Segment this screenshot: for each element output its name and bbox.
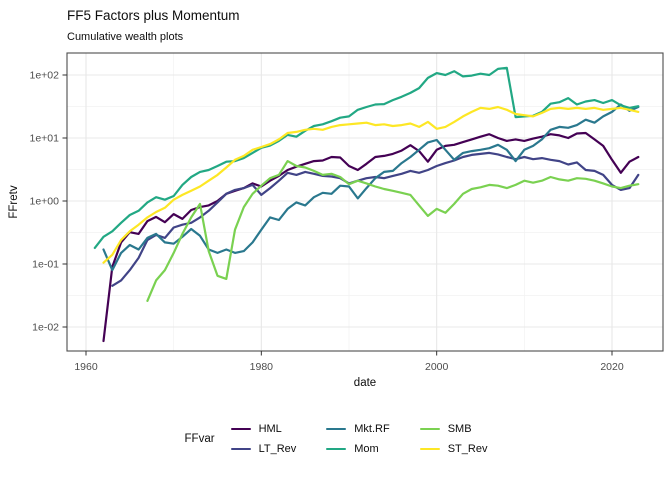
series-group [93,66,640,343]
legend-item-HML: HML [230,423,297,435]
legend-label: ST_Rev [447,443,488,455]
y-tick-label: 1e-02 [32,322,59,334]
legend-item-LT_Rev: LT_Rev [230,443,297,455]
legend-label: HML [258,423,282,435]
y-tick-label: 1e-01 [32,259,59,271]
y-tick-label: 1e+01 [30,133,60,145]
y-axis-title: FFretv [8,185,20,219]
legend-item-ST_Rev: ST_Rev [419,443,488,455]
panel-border [66,52,664,352]
legend-key-line-Mkt.RF [326,427,347,431]
legend-items: HML LT_Rev Mkt.RF Mom SMB ST_Rev [230,423,488,455]
legend-label: LT_Rev [258,443,297,455]
series-line-Mom [93,66,640,249]
legend-title: FFvar [184,433,215,445]
chart-subtitle: Cumulative wealth plots [67,31,184,43]
series-line-Mkt.RF [102,103,640,272]
x-axis-title: date [353,377,377,389]
legend-key-line-LT_Rev [230,447,251,451]
y-tick-label: 1e+02 [30,70,60,82]
legend-item-SMB: SMB [419,423,488,435]
plot-area: 1960 1980 2000 2020 1e-02 1e-01 1e+00 1e+01 1e+0… [30,52,664,373]
legend-label: SMB [447,423,472,435]
x-tick-label: 1980 [250,361,274,373]
legend-item-Mkt.RF: Mkt.RF [326,423,390,435]
y-tick-label: 1e+00 [30,196,60,208]
legend: FFvar HML LT_Rev Mkt.RF Mom SMB ST_Rev [0,423,672,455]
x-tick-label: 1960 [74,361,98,373]
legend-key-line-ST_Rev [419,447,440,451]
legend-item-Mom: Mom [326,443,389,455]
x-tick-label: 2000 [425,361,449,373]
legend-label: Mom [354,443,379,455]
series-line-SMB [146,160,640,302]
x-tick-label: 2020 [600,361,624,373]
legend-label: Mkt.RF [354,423,390,435]
series-line-HML [102,131,640,343]
legend-key-line-Mom [326,447,347,451]
chart-title: FF5 Factors plus Momentum [67,8,240,23]
legend-key-line-SMB [419,427,440,431]
legend-key-line-HML [230,427,251,431]
series-line-ST_Rev [102,105,640,264]
